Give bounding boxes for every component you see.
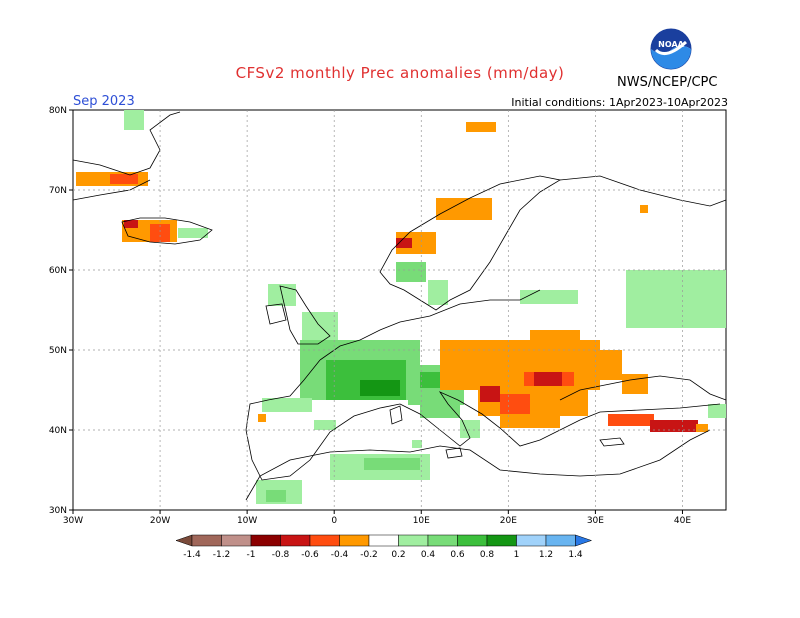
lon-tick-label: 30E — [587, 516, 604, 526]
logo-text: NOAA — [658, 40, 684, 49]
patch — [696, 424, 708, 432]
patch — [302, 312, 338, 342]
colorbar-segment — [309, 534, 340, 547]
colorbar-label: -1.2 — [213, 550, 231, 560]
patch — [460, 420, 480, 438]
axis-ticks: 30W 20W 10W 0 10E 20E 30E 40E 80N 70N 60N 50N 40N 30N — [49, 106, 692, 526]
colorbar: -1.4 -1.2 -1 -0.8 -0.6 -0.4 -0.2 0.2 0.4 0.6 0.8 1 1… — [175, 534, 593, 560]
colorbar-segment — [250, 534, 281, 547]
lat-tick-label: 50N — [49, 346, 67, 356]
patch — [626, 270, 726, 328]
colorbar-segment — [427, 534, 458, 547]
patch — [124, 220, 138, 228]
lat-tick-label: 60N — [49, 266, 67, 276]
patch — [650, 420, 698, 432]
lon-tick-label: 10E — [413, 516, 430, 526]
colorbar-segment — [457, 534, 488, 547]
forecast-month-label: Sep 2023 — [73, 94, 135, 109]
patch — [396, 238, 412, 248]
patch — [582, 350, 622, 380]
patch — [480, 386, 500, 402]
patch — [262, 398, 312, 412]
patch — [608, 414, 654, 426]
lon-tick-label: 40E — [674, 516, 691, 526]
lon-tick-label: 10W — [237, 516, 257, 526]
chart-title: CFSv2 monthly Prec anomalies (mm/day) — [235, 64, 565, 82]
patch — [258, 414, 266, 422]
colorbar-segment — [516, 534, 547, 547]
colorbar-segment — [191, 534, 222, 547]
patch — [110, 174, 138, 184]
patch — [266, 490, 286, 502]
colorbar-label: 1 — [514, 550, 520, 560]
colorbar-segment — [221, 534, 252, 547]
patch — [360, 380, 400, 396]
colorbar-label: -0.2 — [360, 550, 378, 560]
colorbar-segment — [486, 534, 517, 547]
patch — [396, 232, 436, 254]
agency-label: NWS/NCEP/CPC — [617, 75, 718, 90]
patch — [124, 110, 144, 130]
map-frame — [72, 109, 727, 511]
colorbar-segment — [280, 534, 311, 547]
patch — [500, 394, 530, 414]
colorbar-label: 0.6 — [450, 550, 465, 560]
colorbar-label: -0.8 — [272, 550, 290, 560]
colorbar-label: 0.8 — [480, 550, 495, 560]
noaa-logo-icon: NOAA — [650, 28, 692, 70]
patch — [622, 374, 648, 394]
patch — [420, 398, 460, 418]
colorbar-segment — [398, 534, 429, 547]
lat-tick-label: 30N — [49, 506, 67, 516]
graticule — [73, 110, 726, 510]
patch — [530, 330, 580, 360]
lon-tick-label: 20W — [150, 516, 170, 526]
patch — [150, 224, 170, 242]
colorbar-arrow-right — [575, 534, 593, 547]
patch — [428, 280, 448, 305]
colorbar-segment — [339, 534, 370, 547]
colorbar-label: 1.4 — [568, 550, 583, 560]
lat-tick-label: 70N — [49, 186, 67, 196]
colorbar-arrow-left — [175, 534, 193, 547]
colorbar-label: -1 — [247, 550, 256, 560]
colorbar-segment — [545, 534, 576, 547]
colorbar-label: -0.4 — [331, 550, 349, 560]
lon-tick-label: 0 — [331, 516, 337, 526]
patch — [436, 198, 492, 220]
patch — [640, 205, 648, 213]
lon-tick-label: 20E — [500, 516, 517, 526]
colorbar-label: -1.4 — [183, 550, 201, 560]
lon-tick-label: 30W — [63, 516, 83, 526]
colorbar-label: 0.2 — [391, 550, 405, 560]
colorbar-segment — [368, 534, 399, 547]
patch — [364, 458, 420, 470]
colorbar-label: 1.2 — [539, 550, 553, 560]
colorbar-label: 0.4 — [421, 550, 436, 560]
lat-tick-label: 40N — [49, 426, 67, 436]
patch — [534, 372, 562, 386]
colorbar-label: -0.6 — [301, 550, 319, 560]
patch — [708, 404, 726, 418]
lat-tick-label: 80N — [49, 106, 67, 116]
patch — [466, 122, 496, 132]
patch — [520, 290, 578, 304]
patch — [178, 228, 208, 238]
patch — [412, 440, 422, 448]
patch — [396, 262, 426, 282]
coastlines — [72, 111, 727, 501]
initial-conditions-label: Initial conditions: 1Apr2023-10Apr2023 — [511, 96, 728, 109]
patch — [314, 420, 336, 430]
